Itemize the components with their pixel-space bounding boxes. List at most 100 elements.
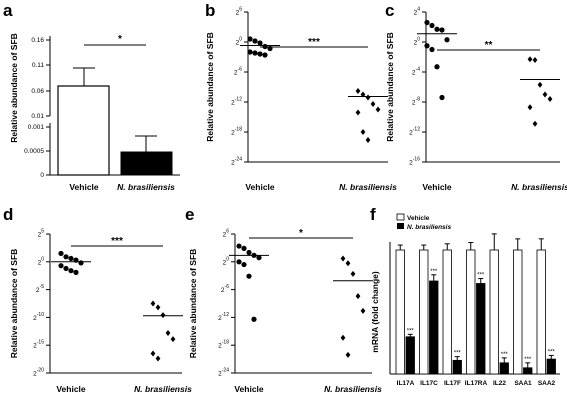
tick-label: 20 (38, 256, 45, 266)
category-label: IL22 (493, 380, 506, 387)
data-point (537, 81, 543, 88)
tick-label: 2-10 (33, 312, 44, 322)
panel-c: c Relative abundance of SFB 24 20 2-4 2-8 2-12… (385, 1, 567, 192)
tick-label: 0.11 (32, 62, 45, 69)
data-point (350, 270, 356, 277)
data-point (58, 250, 64, 257)
data-point (429, 46, 435, 53)
tick-label: 2-24 (231, 157, 242, 167)
data-point (439, 94, 445, 101)
tick-label: 2-18 (231, 127, 242, 137)
data-point (532, 57, 538, 63)
tick-label: 0.001 (28, 124, 45, 131)
category-label: N. brasiliensis (339, 182, 397, 192)
category-label: Vehicle (422, 182, 452, 192)
data-point (68, 255, 74, 262)
tick-label: 2-8 (412, 97, 420, 107)
category-label: Vehicle (234, 384, 264, 394)
tick-label: 26 (223, 229, 230, 239)
data-point (360, 129, 366, 135)
data-point (532, 120, 538, 127)
significance-marker: *** (454, 351, 462, 357)
data-point (247, 36, 253, 42)
panel-d: d Relative abundance of SFB 25 20 2-5 2-10 2-1… (3, 205, 192, 394)
data-point (58, 263, 64, 269)
bar-n-brasiliensis (120, 151, 173, 176)
significance-marker: * (118, 34, 122, 45)
tick-label: 0.06 (31, 88, 44, 95)
tick-label: 0.01 (31, 113, 44, 120)
data-point (165, 329, 171, 336)
category-label: IL17C (420, 380, 438, 387)
panel-letter: c (385, 1, 394, 20)
significance-marker: *** (430, 269, 438, 275)
category-label: N. brasiliensis (511, 182, 567, 192)
data-point (241, 261, 247, 268)
data-point (257, 51, 263, 57)
bar (442, 249, 452, 375)
bar (476, 283, 486, 375)
data-point (527, 56, 533, 63)
significance-marker: *** (111, 236, 123, 247)
category-label: Vehicle (56, 384, 86, 394)
tick-label: 2-24 (218, 368, 229, 378)
data-point (542, 91, 548, 98)
data-point (236, 243, 242, 249)
significance-marker: *** (477, 273, 485, 279)
tick-label: 2-12 (409, 127, 420, 137)
data-point (424, 19, 430, 26)
data-point (252, 38, 258, 44)
data-point (355, 88, 361, 94)
data-point (424, 43, 430, 49)
data-point (246, 249, 252, 256)
panel-letter: d (3, 205, 13, 224)
data-point (340, 255, 346, 262)
tick-label: 20 (414, 37, 421, 47)
data-point (63, 254, 69, 260)
bar (489, 249, 499, 375)
tick-label: 2-15 (33, 340, 44, 350)
category-label: SAA1 (514, 380, 532, 387)
tick-label: 2-6 (234, 67, 242, 77)
data-point (150, 350, 156, 357)
data-point (262, 52, 268, 58)
bar (452, 359, 462, 375)
tick-label: 0 (40, 172, 44, 179)
significance-marker: *** (501, 352, 509, 358)
data-point (73, 269, 79, 275)
data-point (160, 312, 166, 319)
data-point (68, 268, 74, 274)
tick-label: 2-20 (33, 368, 44, 378)
significance-marker: *** (548, 349, 556, 355)
panel-letter: e (185, 205, 194, 224)
data-point (365, 94, 371, 101)
data-point (434, 64, 440, 70)
data-point (256, 255, 262, 261)
data-point (439, 27, 445, 33)
tick-label: 2-12 (231, 97, 242, 107)
tick-label: 0.16 (31, 37, 44, 44)
data-point (345, 351, 351, 358)
bar (523, 367, 533, 375)
tick-label: 2-12 (218, 312, 229, 322)
data-point (150, 300, 156, 307)
tick-label: 2-4 (412, 67, 420, 77)
bar (429, 280, 439, 375)
data-point (547, 96, 553, 102)
bar (499, 362, 509, 375)
y-axis-label: Relative abundance of SFB (9, 249, 19, 359)
tick-label: 0.0005 (24, 148, 44, 155)
legend-label: Vehicle (407, 215, 430, 222)
data-point (241, 245, 247, 251)
tick-label: 2-6 (221, 284, 229, 294)
panel-e: e Relative abundance of SFB 26 20 2-6 2-12 2-1… (185, 205, 382, 394)
data-point (170, 336, 176, 343)
data-point (236, 259, 242, 265)
panel-a: a Relative abundance of SFB 0.16 0.11 0.… (3, 1, 180, 192)
y-axis-label: Relative abundance of SFB (205, 32, 215, 142)
data-point (155, 355, 161, 362)
tick-label: 26 (236, 7, 243, 17)
significance-marker: *** (524, 357, 532, 363)
significance-marker: *** (308, 37, 320, 48)
data-point (434, 26, 440, 32)
